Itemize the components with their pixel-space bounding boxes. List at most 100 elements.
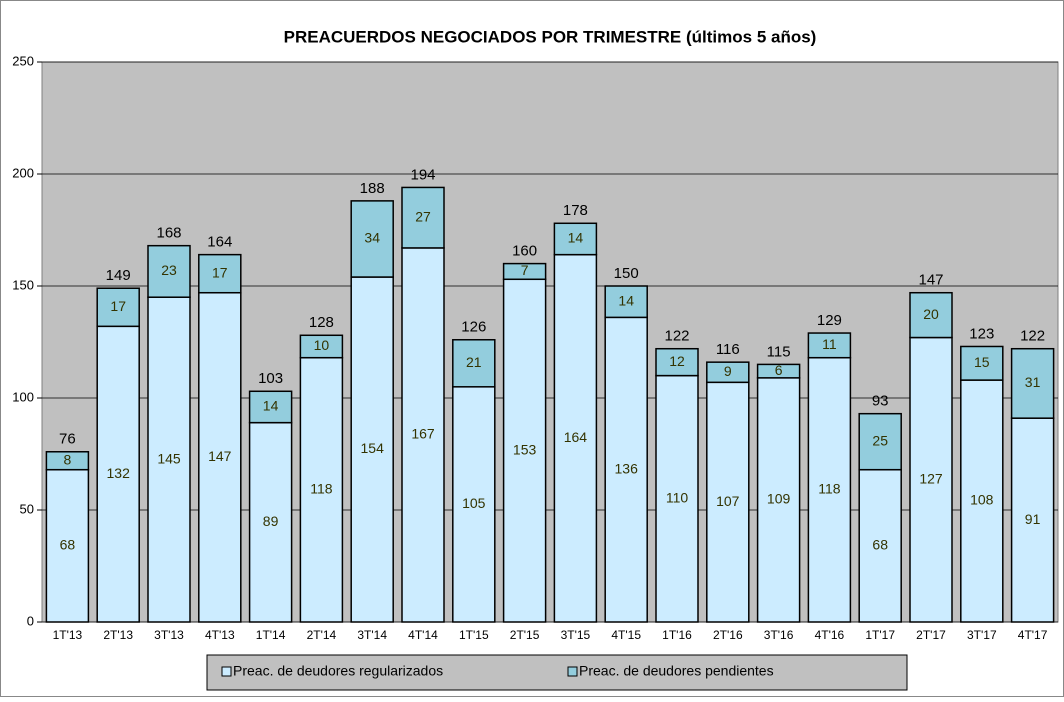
data-label: 107 (716, 493, 740, 509)
data-label: 9 (724, 363, 732, 379)
total-label: 103 (258, 370, 283, 387)
total-label: 188 (360, 180, 385, 197)
total-label: 116 (716, 341, 740, 358)
bar-segment (604, 285, 648, 319)
x-tick-label: 2T'17 (916, 628, 946, 642)
legend-label: Preac. de deudores pendientes (579, 663, 774, 679)
y-tick-label: 200 (12, 165, 34, 180)
x-tick-label: 1T'17 (865, 628, 895, 642)
data-label: 118 (818, 481, 841, 497)
x-tick-label: 3T'13 (154, 628, 184, 642)
x-tick-label: 4T'14 (408, 628, 438, 642)
data-label: 145 (157, 450, 181, 466)
data-label: 118 (310, 481, 333, 497)
data-label: 34 (364, 230, 380, 246)
data-label: 23 (161, 262, 177, 278)
bar-segment (299, 356, 344, 623)
bar-segment (147, 244, 191, 298)
data-label: 68 (60, 537, 76, 553)
data-label: 108 (970, 492, 994, 508)
x-tick-label: 2T'13 (103, 628, 133, 642)
total-label: 149 (106, 267, 131, 284)
data-label: 136 (615, 460, 639, 476)
x-tick-label: 4T'15 (611, 628, 641, 642)
bar-segment (502, 262, 547, 281)
total-label: 194 (410, 166, 435, 183)
data-label: 91 (1025, 511, 1041, 527)
bar-segment (401, 247, 445, 623)
data-label: 31 (1025, 374, 1041, 390)
x-tick-label: 3T'16 (764, 628, 794, 642)
x-tick-label: 1T'13 (53, 628, 83, 642)
bar-segment (756, 363, 801, 379)
bar-segment (198, 253, 242, 294)
legend (206, 654, 908, 691)
total-label: 122 (664, 328, 689, 345)
bar-segment (45, 451, 90, 471)
chart-title: PREACUERDOS NEGOCIADOS POR TRIMESTRE (úl… (284, 27, 817, 46)
bar-segment (452, 386, 496, 623)
bar-segment (350, 200, 394, 278)
legend-label: Preac. de deudores regularizados (233, 663, 443, 679)
total-label: 168 (156, 225, 181, 242)
data-label: 12 (669, 353, 685, 369)
bar-segment (147, 296, 191, 623)
bar-segment (858, 412, 902, 471)
data-label: 7 (521, 262, 529, 278)
data-label: 14 (568, 230, 584, 246)
total-label: 160 (512, 243, 537, 260)
total-label: 128 (309, 314, 334, 331)
bar-segment (299, 334, 344, 359)
bar-segment (452, 339, 496, 388)
data-label: 68 (872, 537, 888, 553)
total-label: 93 (872, 393, 889, 410)
data-label: 17 (212, 264, 228, 280)
bar-segment (1010, 347, 1055, 419)
total-label: 126 (461, 319, 486, 336)
bar-segment (248, 390, 293, 424)
bar-segment (248, 421, 293, 623)
bar-segment (706, 361, 750, 384)
legend-swatch (221, 666, 232, 677)
bar-segment (655, 347, 699, 377)
total-label: 115 (767, 343, 791, 360)
bar-segment (401, 186, 445, 249)
x-tick-label: 4T'17 (1018, 628, 1048, 642)
data-label: 11 (822, 336, 837, 352)
x-tick-label: 2T'16 (713, 628, 743, 642)
x-tick-label: 2T'14 (307, 628, 337, 642)
bar-segment (960, 345, 1004, 381)
bar-segment (909, 336, 953, 623)
x-tick-label: 4T'13 (205, 628, 235, 642)
x-tick-label: 2T'15 (510, 628, 540, 642)
y-tick-label: 50 (20, 501, 34, 516)
total-label: 76 (59, 431, 76, 448)
data-label: 89 (263, 513, 279, 529)
total-label: 150 (614, 265, 639, 282)
data-label: 8 (64, 451, 72, 467)
data-label: 147 (208, 448, 232, 464)
bar-segment (553, 253, 598, 623)
bar-segment (350, 276, 394, 623)
total-label: 123 (969, 325, 994, 342)
data-label: 127 (919, 470, 943, 486)
y-tick-label: 100 (12, 389, 34, 404)
data-label: 17 (110, 298, 126, 314)
bar-segment (502, 278, 547, 623)
data-label: 21 (466, 354, 482, 370)
legend-swatch (567, 666, 578, 677)
data-label: 14 (618, 292, 634, 308)
data-label: 15 (974, 354, 990, 370)
data-label: 14 (263, 398, 279, 414)
data-label: 10 (314, 337, 330, 353)
data-label: 167 (411, 426, 435, 442)
data-label: 109 (767, 491, 791, 507)
data-label: 132 (107, 465, 131, 481)
total-label: 129 (817, 312, 842, 329)
y-tick-label: 150 (12, 277, 34, 292)
bar-segment (960, 379, 1004, 623)
data-label: 153 (513, 441, 537, 457)
bar-segment (604, 316, 648, 623)
bar-segment (96, 287, 140, 328)
x-tick-label: 1T'16 (662, 628, 692, 642)
